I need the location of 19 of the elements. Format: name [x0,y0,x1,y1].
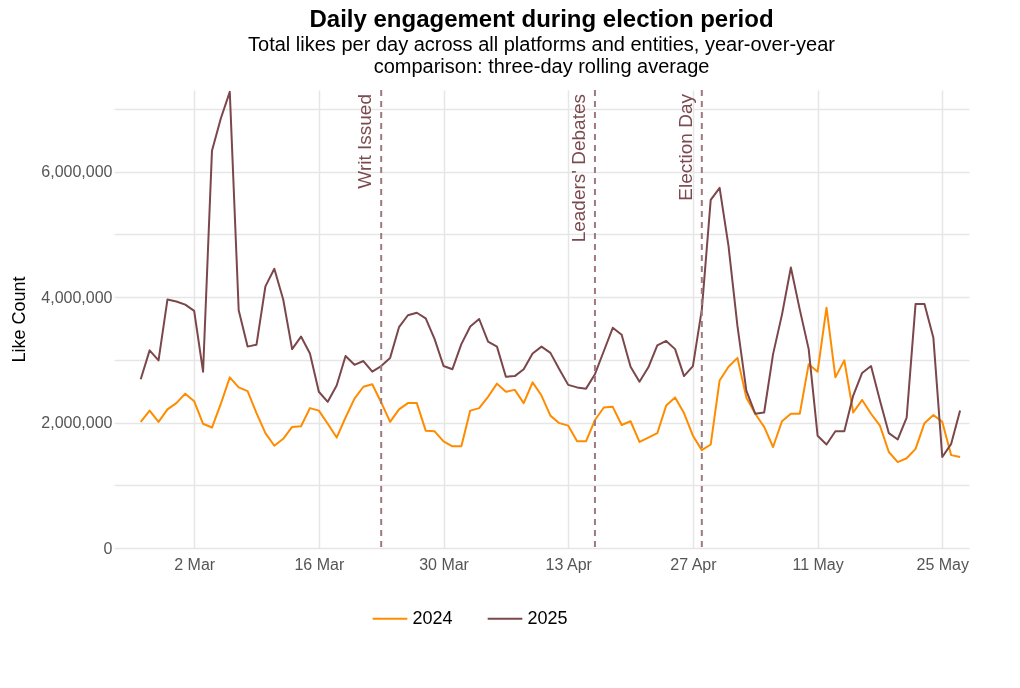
x-tick-label: 11 May [792,555,844,573]
chart-title: Daily engagement during election period [309,5,774,32]
ref-line-label: Writ Issued [354,94,376,189]
y-tick-label: 6,000,000 [41,163,113,181]
y-axis-title: Like Count [9,276,30,363]
x-tick-label: 25 May [916,555,970,573]
x-tick-label: 30 Mar [419,555,470,573]
legend-label: 2025 [527,607,568,628]
ref-line-label: Leaders' Debates [567,94,589,243]
ref-line-label: Election Day [674,93,696,201]
legend-label: 2024 [412,607,453,628]
x-tick-label: 27 Apr [670,555,718,573]
chart-subtitle: Total likes per day across all platforms and entities, year-over-year comparison: three-day rolling average [248,33,836,77]
y-tick-label: 2,000,000 [41,414,113,432]
x-tick-label: 2 Mar [174,555,216,573]
x-tick-label: 16 Mar [294,555,345,573]
x-tick-label: 13 Apr [545,555,593,573]
y-tick-label: 0 [103,539,113,557]
y-tick-label: 4,000,000 [41,288,113,306]
